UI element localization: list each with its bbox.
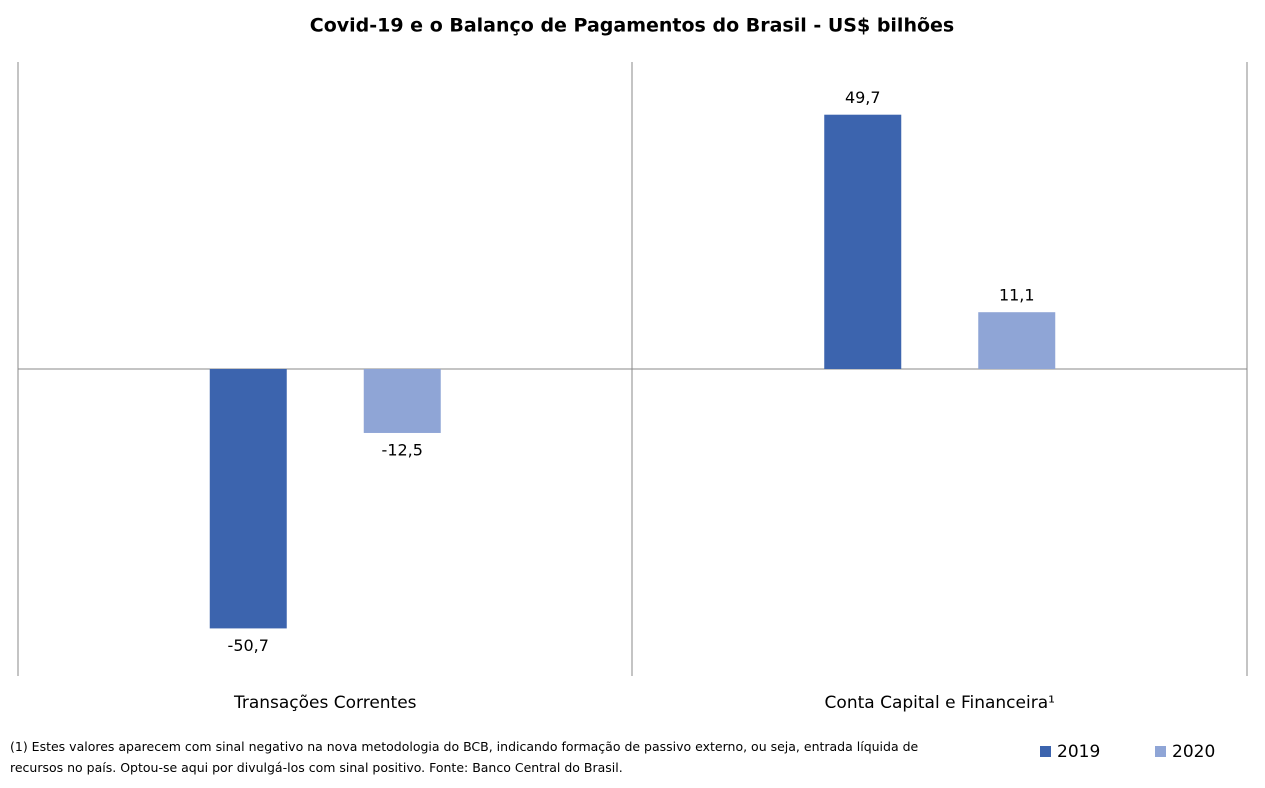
value-label: 11,1 [999,286,1035,305]
legend-label: 2020 [1172,742,1215,762]
legend-swatch [1155,746,1166,757]
value-label: -50,7 [228,636,269,655]
legend-label: 2019 [1057,742,1100,762]
bar [824,114,902,370]
value-label: 49,7 [845,88,881,107]
bar [209,369,287,629]
x-tick-label: Conta Capital e Financeira¹ [825,693,1055,713]
chart-title: Covid-19 e o Balanço de Pagamentos do Br… [310,15,954,37]
x-tick-label: Transações Correntes [233,693,417,713]
legend-swatch [1040,746,1051,757]
bar [978,312,1056,369]
footnote: (1) Estes valores aparecem com sinal neg… [10,739,919,775]
bar [363,369,441,433]
value-label: -12,5 [382,440,423,459]
